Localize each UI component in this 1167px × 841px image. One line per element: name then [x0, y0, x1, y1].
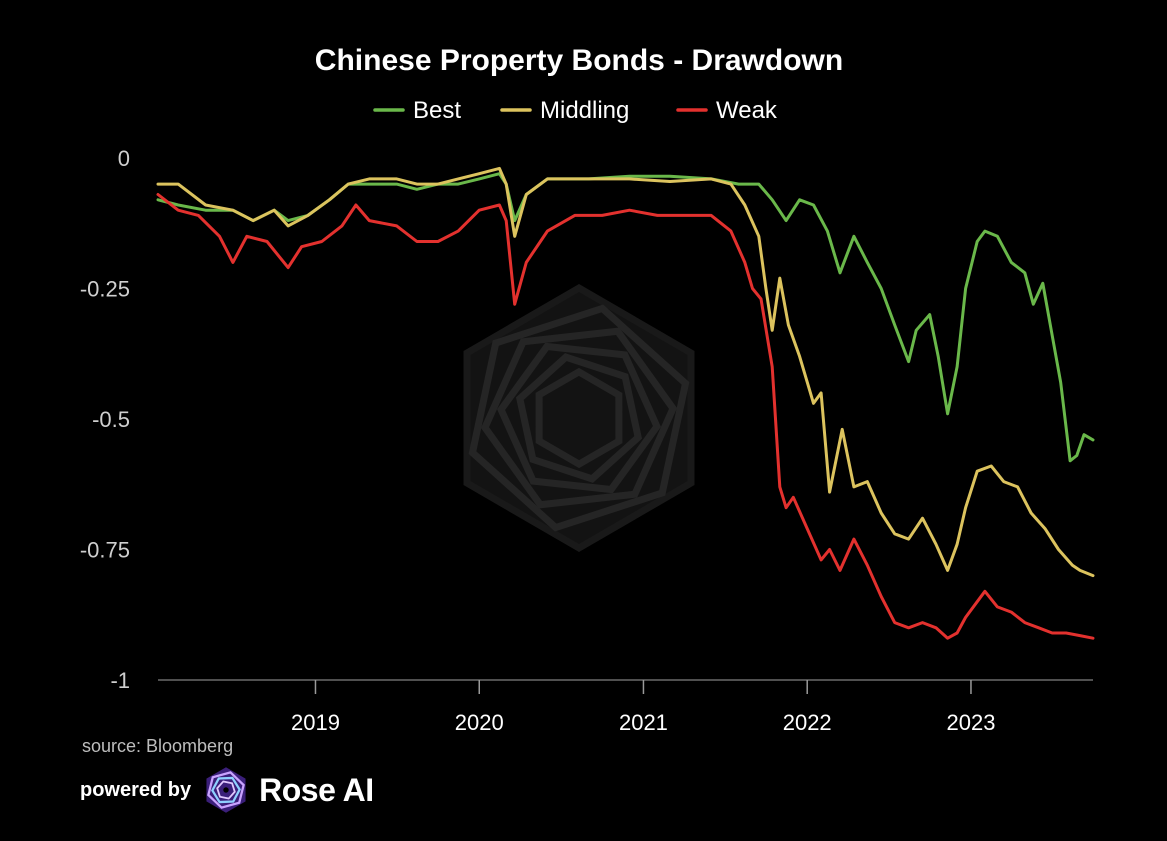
- series-line-weak: [156, 193, 1095, 640]
- source-note: source: Bloomberg: [82, 736, 234, 756]
- series-lines: [156, 166, 1095, 640]
- series-line-middling: [156, 166, 1095, 578]
- x-tick-label-4: 2023: [946, 710, 995, 735]
- y-tick-label-3: -0.75: [80, 538, 130, 563]
- x-tick-label-0: 2019: [291, 710, 340, 735]
- brand-name: Rose AI: [259, 771, 374, 808]
- y-tick-label-4: -1: [110, 668, 130, 693]
- y-axis: 0 -0.25 -0.5 -0.75 -1: [80, 146, 130, 693]
- powered-by-footer: powered by Rose AI: [80, 762, 374, 818]
- y-tick-label-2: -0.5: [92, 407, 130, 432]
- legend-label-weak: Weak: [716, 97, 778, 124]
- x-tick-label-1: 2020: [455, 710, 504, 735]
- watermark-logo: [463, 283, 695, 553]
- series-line-best: [156, 172, 1095, 463]
- y-tick-label-0: 0: [118, 146, 130, 171]
- legend-label-best: Best: [413, 97, 461, 124]
- x-tick-label-2: 2021: [619, 710, 668, 735]
- chart-title: Chinese Property Bonds - Drawdown: [315, 44, 843, 77]
- rose-ai-logo-icon: [206, 767, 246, 813]
- y-tick-label-1: -0.25: [80, 277, 130, 302]
- x-tick-label-3: 2022: [783, 710, 832, 735]
- legend-label-middling: Middling: [540, 97, 629, 124]
- x-axis: 2019 2020 2021 2022 2023: [158, 679, 1093, 735]
- powered-by-label: powered by: [80, 778, 192, 801]
- legend: Best Middling Weak: [373, 97, 778, 124]
